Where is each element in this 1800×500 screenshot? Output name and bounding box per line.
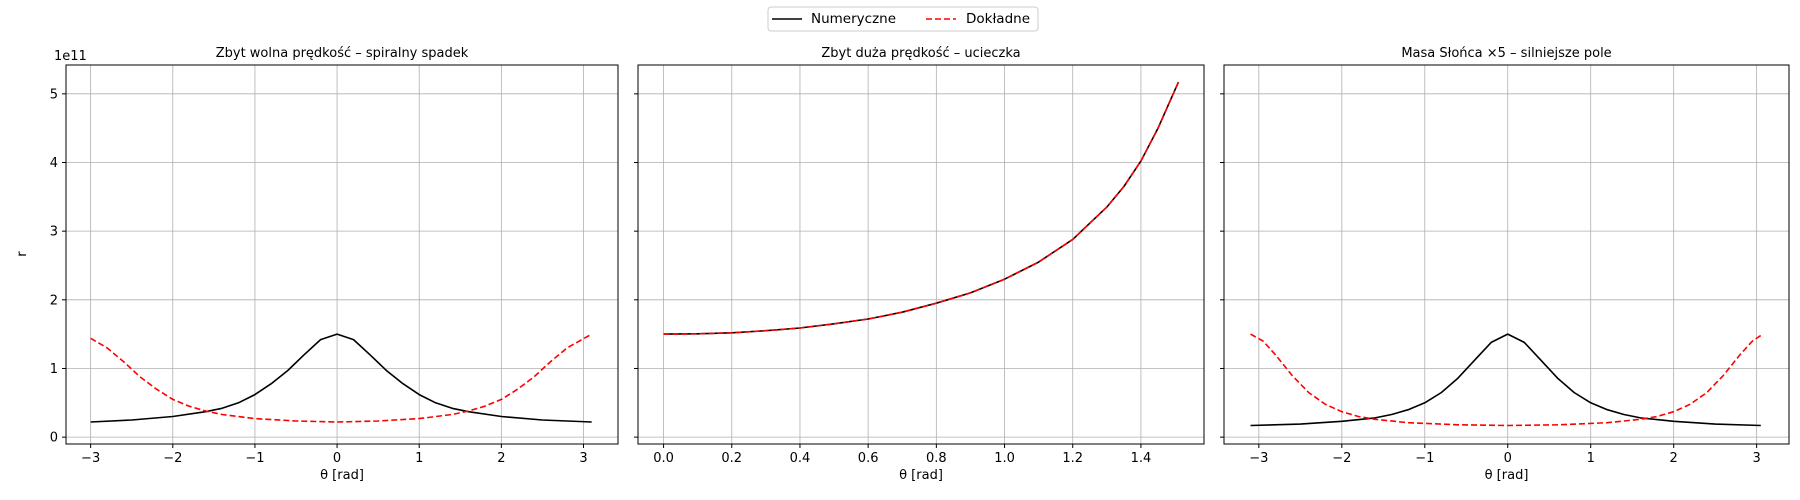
x-tick-label: 2	[497, 451, 505, 466]
x-tick-label: 0	[333, 451, 341, 466]
x-tick-label: 0.6	[858, 451, 879, 466]
x-tick-label: −1	[1415, 451, 1434, 466]
x-axis-label: θ [rad]	[1485, 468, 1529, 483]
axes-frame	[637, 64, 1205, 445]
panel-title: Zbyt duża prędkość – ucieczka	[821, 46, 1020, 61]
panel-title: Masa Słońca ×5 – silniejsze pole	[1401, 46, 1611, 61]
legend: Numeryczne Dokładne	[767, 6, 1039, 32]
axes-frame	[65, 64, 619, 445]
x-tick-label: 1.4	[1131, 451, 1152, 466]
panel-heavy-sun: −3 −2 −1 0 1 2 3 Masa Słońca ×5 – silniejsze po…	[1220, 46, 1790, 483]
x-tick-label: −3	[1249, 451, 1268, 466]
x-tick-label: 3	[1753, 451, 1761, 466]
x-tick-label: 0.2	[721, 451, 742, 466]
panel-fast-velocity: 0.0 0.2 0.4 0.6 0.8 1.0 1.2 1.4 Zbyt duża prędko…	[634, 46, 1205, 483]
panel-title: Zbyt wolna prędkość – spiralny spadek	[216, 46, 469, 61]
x-tick-label: −2	[1332, 451, 1351, 466]
y-tick-label: 0	[50, 431, 58, 446]
y-offset-text: 1e11	[54, 49, 87, 64]
x-tick-label: −1	[245, 451, 264, 466]
x-tick-label: 0.8	[926, 451, 947, 466]
series-line-dok-adne	[663, 81, 1180, 335]
x-tick-label: 3	[579, 451, 587, 466]
x-tick-label: 1	[1587, 451, 1595, 466]
series-line-numeryczne	[90, 333, 592, 423]
x-axis-label: θ [rad]	[899, 468, 943, 483]
y-tick-label: 2	[50, 293, 58, 308]
y-tick-label: 1	[50, 362, 58, 377]
x-tick-label: 1	[415, 451, 423, 466]
legend-frame	[767, 6, 1039, 32]
y-tick-label: 4	[50, 156, 58, 171]
series-line-numeryczne	[1250, 333, 1761, 427]
y-axis-label: r	[15, 251, 30, 257]
x-tick-label: 2	[1670, 451, 1678, 466]
series-line-numeryczne	[663, 81, 1180, 335]
panel-slow-velocity: −3 −2 −1 0 1 2 3 0 1 2 3 4 5 Zbyt wolna prędkość – sp…	[50, 46, 619, 483]
legend-label-numeryczne: Numeryczne	[811, 11, 896, 27]
series-line-dok-adne	[90, 333, 593, 423]
x-tick-label: 0.4	[790, 451, 811, 466]
x-axis-label: θ [rad]	[320, 468, 364, 483]
y-tick-label: 3	[50, 225, 58, 240]
x-tick-label: 0.0	[653, 451, 674, 466]
x-tick-label: 1.2	[1062, 451, 1083, 466]
x-tick-label: −2	[163, 451, 182, 466]
series-line-dok-adne	[1250, 333, 1762, 427]
y-tick-label: 5	[50, 87, 58, 102]
x-tick-label: 0	[1504, 451, 1512, 466]
legend-label-dokladne: Dokładne	[966, 11, 1030, 27]
x-tick-label: −3	[81, 451, 100, 466]
x-tick-label: 1.0	[994, 451, 1015, 466]
axes-frame	[1223, 64, 1790, 445]
